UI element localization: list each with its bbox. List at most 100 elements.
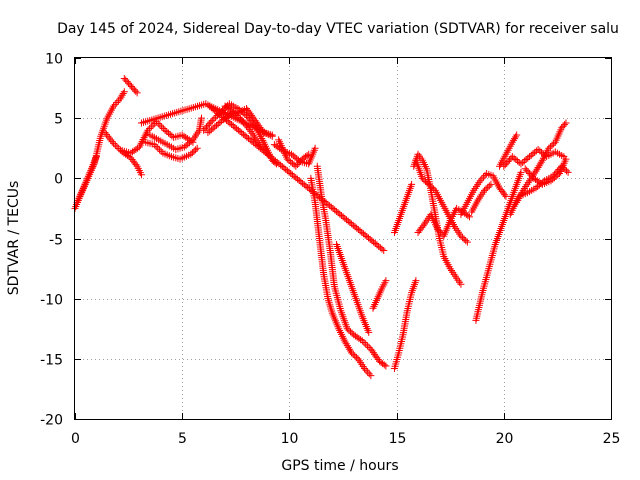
data-point-marker	[408, 180, 416, 188]
data-point-marker	[225, 105, 233, 113]
data-point-marker	[360, 338, 368, 346]
plot-frame	[74, 57, 612, 420]
data-point-marker	[123, 78, 131, 86]
y-tick-label: -10	[40, 293, 63, 309]
data-point-marker	[283, 155, 291, 163]
data-point-marker	[501, 191, 509, 199]
data-point-marker	[545, 144, 553, 152]
data-point-marker	[207, 118, 215, 126]
series-band-6-9-upper	[221, 102, 276, 139]
data-point-marker	[367, 372, 375, 380]
y-tick-label: 10	[45, 52, 63, 68]
y-tick-label: 5	[54, 112, 63, 128]
data-point-marker	[289, 152, 297, 160]
data-point-marker	[210, 115, 218, 123]
data-point-marker	[113, 143, 121, 151]
data-point-marker	[92, 153, 100, 161]
data-point-marker	[104, 132, 112, 140]
data-point-marker	[180, 143, 188, 151]
data-point-marker	[208, 117, 216, 125]
data-point-marker	[205, 120, 213, 128]
data-point-marker	[297, 157, 305, 165]
data-point-marker	[206, 127, 214, 135]
data-point-marker	[110, 139, 118, 147]
data-point-marker	[163, 128, 171, 136]
data-point-marker	[216, 118, 224, 126]
data-point-marker	[532, 167, 540, 175]
data-point-marker	[508, 153, 516, 161]
y-tick-label: -15	[40, 353, 63, 369]
data-point-marker	[291, 153, 299, 161]
series-rise-15-mid	[390, 180, 416, 236]
data-point-marker	[193, 144, 201, 152]
data-point-marker	[345, 326, 353, 334]
y-tick-label: 0	[54, 172, 63, 188]
x-tick-label: 0	[71, 431, 80, 447]
data-point-marker	[512, 133, 520, 141]
data-point-marker	[514, 157, 522, 165]
data-point-marker	[479, 173, 487, 181]
data-point-marker	[561, 121, 569, 129]
y-axis-tick-labels: -20 -15 -10 -5 0 5 10	[40, 52, 63, 429]
data-point-marker	[149, 121, 157, 129]
data-point-marker	[108, 138, 116, 146]
series-isolated-14	[204, 101, 388, 255]
data-point-marker	[521, 165, 529, 173]
data-point-marker	[347, 328, 355, 336]
series-band-9-11	[270, 141, 319, 168]
data-point-marker	[119, 89, 127, 97]
data-point-marker	[105, 134, 113, 142]
data-point-marker	[420, 176, 428, 184]
series-band-18-20-upper	[457, 170, 510, 218]
x-tick-label: 20	[496, 431, 514, 447]
data-point-marker	[114, 97, 122, 105]
data-point-marker	[523, 166, 531, 174]
data-point-marker	[534, 164, 542, 172]
data-point-marker	[288, 150, 296, 158]
data-point-marker	[154, 144, 162, 152]
data-point-marker	[155, 146, 163, 154]
axis-ticks	[75, 58, 612, 420]
data-point-marker	[184, 140, 192, 148]
data-point-marker	[212, 113, 220, 121]
data-point-marker	[129, 84, 137, 92]
data-point-marker	[117, 93, 125, 101]
grid-lines	[75, 58, 611, 419]
data-point-marker	[524, 168, 532, 176]
data-point-marker	[351, 352, 359, 360]
data-point-marker	[345, 345, 353, 353]
data-point-marker	[113, 99, 121, 107]
data-point-marker	[268, 132, 276, 140]
data-point-marker	[182, 142, 190, 150]
data-point-marker	[168, 132, 176, 140]
data-point-marker	[362, 366, 370, 374]
series-spike-2h	[120, 74, 141, 97]
data-point-marker	[509, 136, 517, 144]
data-point-marker	[204, 121, 212, 129]
data-point-marker	[464, 212, 472, 220]
data-point-marker	[132, 87, 140, 95]
series-band-18-20-mid	[468, 180, 495, 216]
data-point-marker	[158, 123, 166, 131]
data-point-marker	[187, 137, 195, 145]
data-point-marker	[223, 103, 231, 111]
data-point-marker	[226, 106, 234, 114]
data-point-marker	[526, 170, 534, 178]
series-rise-15-left	[390, 277, 420, 372]
data-point-marker	[534, 145, 542, 153]
x-tick-label: 5	[178, 431, 187, 447]
data-point-marker	[178, 131, 186, 139]
data-point-marker	[161, 126, 169, 134]
data-point-marker	[111, 141, 119, 149]
data-point-marker	[513, 131, 521, 139]
data-point-marker	[363, 342, 371, 350]
data-point-marker	[504, 157, 512, 165]
data-point-marker	[481, 171, 489, 179]
data-point-marker	[382, 277, 390, 285]
data-point-marker	[204, 129, 212, 137]
data-point-marker	[562, 119, 570, 127]
data-point-marker	[364, 368, 372, 376]
data-point-marker	[118, 91, 126, 99]
data-point-marker	[164, 129, 172, 137]
